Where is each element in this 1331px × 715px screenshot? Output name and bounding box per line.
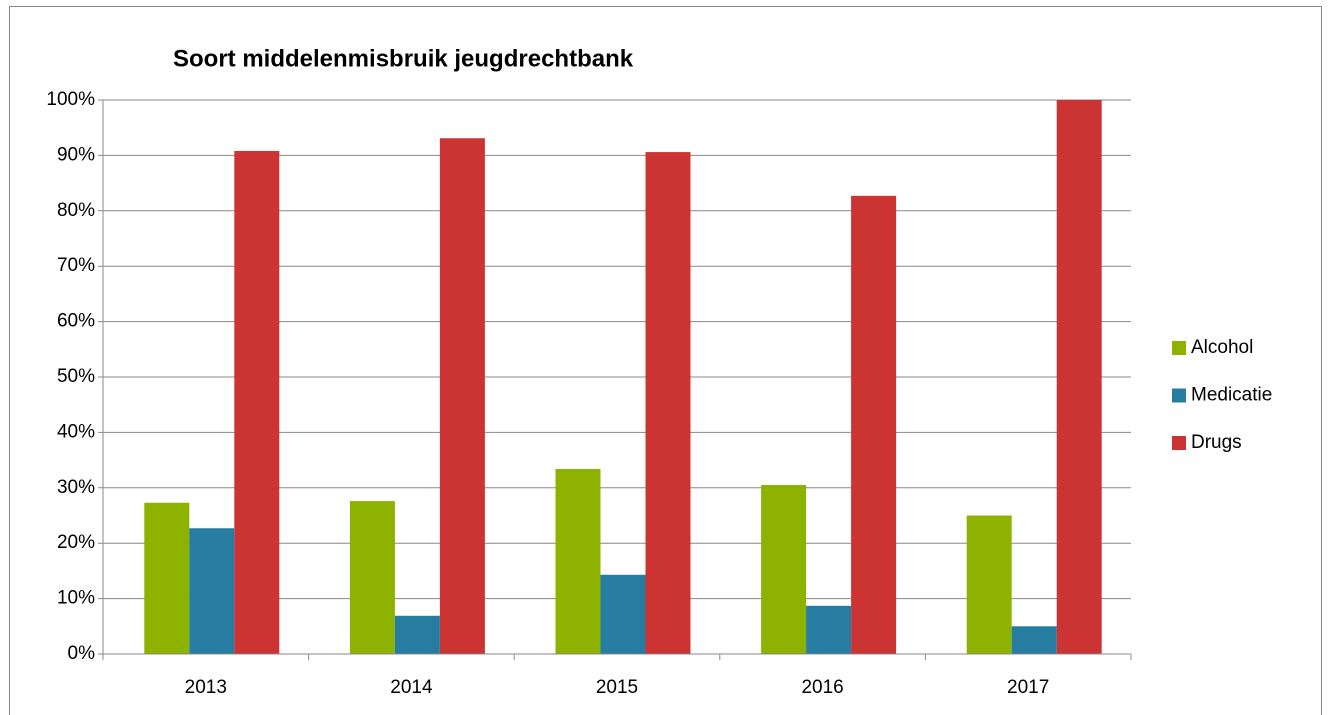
y-tick-label: 100% — [46, 89, 95, 110]
bar — [234, 150, 280, 654]
legend-label: Drugs — [1191, 432, 1242, 453]
y-tick-label: 70% — [57, 255, 95, 276]
bar — [761, 485, 807, 654]
bar — [645, 152, 691, 655]
legend-swatch — [1172, 436, 1186, 450]
y-tick-label: 10% — [57, 588, 95, 609]
legend-swatch — [1172, 388, 1186, 403]
bar — [349, 501, 395, 654]
bar — [144, 502, 190, 654]
bar — [439, 138, 485, 654]
legend-label: Medicatie — [1191, 385, 1272, 406]
legend-swatch — [1172, 341, 1186, 355]
bar — [394, 615, 440, 654]
y-tick-label: 90% — [57, 144, 95, 165]
x-tick-label: 2017 — [1007, 677, 1049, 698]
bar — [966, 515, 1012, 654]
y-tick-label: 30% — [57, 477, 95, 498]
y-tick-label: 80% — [57, 200, 95, 221]
x-tick-label: 2013 — [185, 677, 227, 698]
y-tick-label: 0% — [68, 643, 96, 664]
y-tick-label: 20% — [57, 532, 95, 553]
bar — [189, 528, 235, 654]
legend-label: Alcohol — [1191, 337, 1253, 358]
bar — [555, 468, 601, 654]
x-tick-label: 2016 — [801, 677, 843, 698]
bar — [851, 195, 897, 655]
bar — [806, 605, 852, 654]
bar — [1056, 100, 1102, 654]
x-tick-label: 2014 — [390, 677, 433, 698]
chart-title: Soort middelenmisbruik jeugdrechtbank — [173, 45, 634, 72]
y-tick-label: 40% — [57, 421, 95, 442]
y-tick-label: 60% — [57, 311, 95, 332]
x-tick-label: 2015 — [596, 677, 638, 698]
y-tick-label: 50% — [57, 366, 95, 387]
bar — [1011, 626, 1057, 654]
bar — [600, 574, 646, 654]
